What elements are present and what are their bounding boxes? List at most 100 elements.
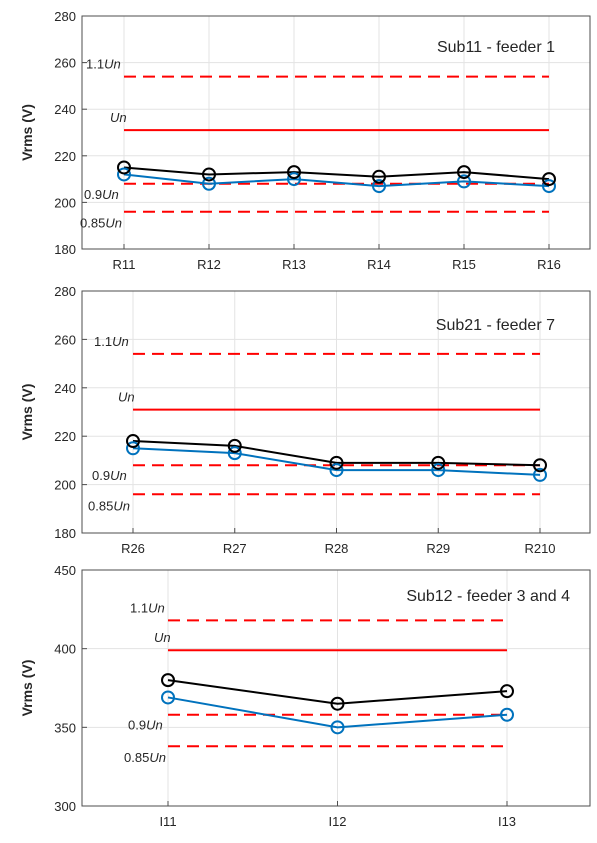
reference-line-label: 0.9Un <box>92 468 127 483</box>
reference-unit: Un <box>146 718 163 733</box>
y-tick-label: 180 <box>54 526 76 541</box>
x-tick-label: R14 <box>367 257 391 272</box>
axes-box <box>81 569 591 807</box>
data-point-series-1 <box>457 165 471 180</box>
reference-factor: 0.9 <box>84 187 102 202</box>
y-tick-label: 240 <box>54 381 76 396</box>
data-point-series-2 <box>431 463 446 478</box>
reference-unit: Un <box>102 187 119 202</box>
y-tick-label: 300 <box>54 799 76 814</box>
chart-title: Sub11 - feeder 1 <box>437 39 555 56</box>
reference-factor: 0.85 <box>88 498 113 513</box>
data-point-series-1 <box>161 673 175 688</box>
y-axis-label: Vrms (V) <box>19 384 35 441</box>
reference-unit: Un <box>149 750 166 765</box>
series-line-2 <box>132 447 541 476</box>
reference-line-label: 0.9Un <box>128 718 163 733</box>
chart-3: 300 350 400 450 I11 I12 I13 Vrms (V) Sub12 - fee… <box>19 563 591 829</box>
x-tick-label: R13 <box>282 257 306 272</box>
data-point-series-1 <box>126 434 140 449</box>
y-tick-label: 180 <box>54 242 76 257</box>
data-point-series-2 <box>542 179 556 194</box>
data-point-series-2 <box>500 707 514 722</box>
data-point-series-2 <box>227 446 242 461</box>
chart-1: 180 200 220 240 260 280 R11 R12 R13 R14 R15 R16 Vrms… <box>19 9 591 272</box>
data-point-series-1 <box>533 458 547 473</box>
reference-factor: 0.9 <box>128 718 146 733</box>
data-point-series-2 <box>329 463 344 478</box>
reference-line-label: 1.1Un <box>86 57 121 72</box>
x-tick-label: R11 <box>113 257 136 272</box>
x-tick-label: R16 <box>537 257 561 272</box>
series-line-1 <box>167 679 508 705</box>
data-point-series-2 <box>202 176 216 191</box>
reference-factor: 1.1 <box>86 57 104 72</box>
data-point-series-2 <box>457 174 471 189</box>
reference-unit: Un <box>113 498 130 513</box>
series-line-1 <box>123 166 550 181</box>
series-line-2 <box>167 696 508 729</box>
reference-line-label: 1.1Un <box>94 334 129 349</box>
series-line-2 <box>123 173 550 188</box>
data-point-series-2 <box>287 172 301 187</box>
y-tick-label: 400 <box>54 642 76 657</box>
data-point-series-2 <box>330 720 345 735</box>
y-tick-label: 260 <box>54 56 76 71</box>
y-tick-label: 220 <box>54 149 76 164</box>
reference-unit: Un <box>104 57 121 72</box>
x-tick-label: R26 <box>121 541 145 556</box>
reference-factor: 0.9 <box>92 468 110 483</box>
data-point-series-1 <box>227 438 242 453</box>
reference-line-label: 0.85Un <box>124 750 166 765</box>
reference-unit: Un <box>112 334 129 349</box>
y-axis-label: Vrms (V) <box>19 104 35 161</box>
reference-line-label: Un <box>110 110 127 125</box>
reference-factor: 1.1 <box>94 334 112 349</box>
x-tick-label: R12 <box>197 257 221 272</box>
x-tick-label: R27 <box>223 541 247 556</box>
y-tick-label: 450 <box>54 563 76 578</box>
data-point-series-1 <box>329 455 344 470</box>
x-tick-label: R210 <box>524 541 555 556</box>
data-point-series-1 <box>372 169 386 184</box>
x-tick-label: R15 <box>452 257 476 272</box>
y-tick-label: 240 <box>54 102 76 117</box>
data-point-series-2 <box>161 690 175 705</box>
x-tick-label: R29 <box>426 541 450 556</box>
reference-line-label: 0.9Un <box>84 187 119 202</box>
data-point-series-2 <box>533 467 547 482</box>
data-point-series-1 <box>500 684 514 699</box>
reference-line-label: 0.85Un <box>88 498 130 513</box>
axes-box <box>81 15 591 250</box>
data-point-series-1 <box>330 696 345 711</box>
data-point-series-1 <box>202 167 216 182</box>
x-tick-label: I12 <box>328 814 346 829</box>
reference-factor: 1.1 <box>130 600 148 615</box>
data-point-series-2 <box>117 167 131 182</box>
x-tick-label: I13 <box>498 814 516 829</box>
reference-factor: 0.85 <box>124 750 149 765</box>
reference-line-label: Un <box>118 390 135 405</box>
data-point-series-1 <box>431 455 446 470</box>
x-tick-label: I11 <box>159 814 176 829</box>
y-tick-label: 200 <box>54 478 76 493</box>
reference-factor: 0.85 <box>80 216 105 231</box>
reference-unit: Un <box>154 630 171 645</box>
reference-unit: Un <box>105 216 122 231</box>
chart-2: 180 200 220 240 260 280 R26 R27 R28 R29 R210 Vrms (… <box>19 284 591 556</box>
reference-unit: Un <box>118 390 135 405</box>
reference-unit: Un <box>110 110 127 125</box>
data-point-series-1 <box>542 172 556 187</box>
y-tick-label: 200 <box>54 195 76 210</box>
reference-unit: Un <box>148 600 165 615</box>
y-tick-label: 280 <box>54 9 76 24</box>
reference-line-label: 0.85Un <box>80 216 122 231</box>
reference-unit: Un <box>110 468 127 483</box>
data-point-series-2 <box>126 441 140 456</box>
y-tick-label: 280 <box>54 284 76 299</box>
reference-line-label: Un <box>154 630 171 645</box>
series-line-1 <box>132 440 541 467</box>
data-point-series-2 <box>372 179 386 194</box>
reference-line-label: 1.1Un <box>130 600 165 615</box>
